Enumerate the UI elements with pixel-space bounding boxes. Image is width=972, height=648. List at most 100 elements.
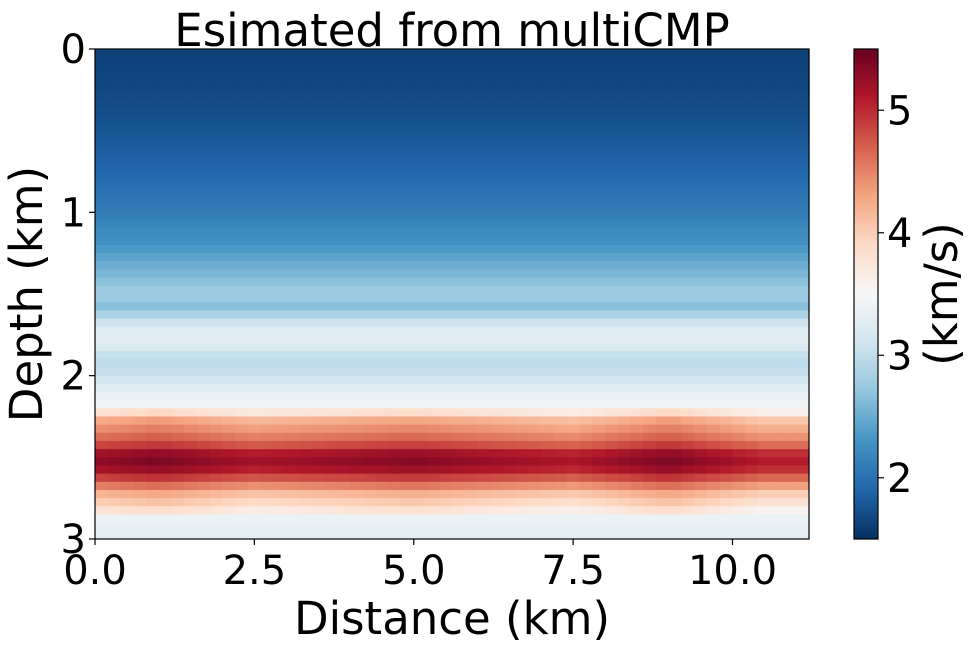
heatmap-cell (656, 432, 670, 442)
heatmap-cell (745, 383, 759, 393)
heatmap-cell (477, 187, 491, 197)
heatmap-cell (324, 294, 338, 303)
heatmap-cell (107, 318, 122, 328)
heatmap-cell (413, 98, 428, 107)
heatmap-cell (439, 351, 453, 360)
heatmap-cell (630, 73, 644, 83)
heatmap-cell (528, 204, 542, 213)
heatmap-cell (668, 261, 683, 271)
heatmap-cell (452, 383, 466, 393)
heatmap-cell (375, 498, 389, 507)
heatmap-cell (273, 326, 287, 336)
heatmap-cell (248, 245, 262, 254)
heatmap-cell (95, 147, 109, 156)
heatmap-cell (158, 220, 173, 230)
heatmap-cell (158, 122, 173, 132)
heatmap-cell (311, 522, 326, 532)
heatmap-cell (566, 326, 581, 336)
heatmap-cell (197, 155, 211, 164)
heatmap-cell (107, 236, 122, 246)
heatmap-cell (375, 506, 389, 516)
heatmap-cell (477, 179, 491, 189)
heatmap-cell (554, 89, 568, 99)
heatmap-cell (490, 98, 504, 107)
heatmap-cell (439, 302, 453, 311)
heatmap-cell (541, 408, 555, 418)
heatmap-cell (707, 171, 721, 181)
heatmap-cell (579, 73, 593, 83)
heatmap-cell (630, 49, 644, 58)
heatmap-cell (439, 57, 453, 66)
heatmap-cell (605, 204, 619, 213)
heatmap-cell (758, 432, 772, 442)
heatmap-cell (783, 457, 797, 467)
heatmap-cell (388, 359, 402, 369)
heatmap-cell (286, 187, 300, 197)
heatmap-cell (719, 163, 734, 173)
heatmap-cell (719, 498, 734, 507)
heatmap-cell (707, 65, 721, 75)
heatmap-cell (566, 163, 581, 173)
heatmap-cell (120, 302, 134, 311)
heatmap-cell (796, 179, 810, 189)
heatmap-cell (426, 326, 440, 336)
heatmap-cell (439, 228, 453, 238)
heatmap-cell (656, 253, 670, 262)
heatmap-cell (158, 147, 173, 156)
heatmap-cell (184, 236, 198, 246)
heatmap-cell (732, 212, 746, 222)
heatmap-cell (528, 326, 542, 336)
heatmap-cell (668, 49, 683, 58)
heatmap-cell (388, 277, 402, 287)
heatmap-cell (299, 416, 313, 426)
heatmap-cell (643, 367, 657, 377)
heatmap-cell (197, 506, 211, 516)
heatmap-cell (528, 318, 542, 328)
heatmap-cell (426, 449, 440, 458)
heatmap-cell (171, 506, 185, 516)
heatmap-cell (732, 147, 746, 156)
heatmap-cell (783, 285, 797, 295)
heatmap-cell (439, 424, 453, 434)
heatmap-cell (273, 73, 287, 83)
heatmap-cell (503, 441, 517, 450)
heatmap-cell (184, 481, 198, 491)
heatmap-cell (796, 49, 810, 58)
heatmap-cell (477, 343, 491, 352)
heatmap-cell (375, 408, 389, 418)
heatmap-cell (656, 514, 670, 524)
heatmap-cell (643, 253, 657, 262)
heatmap-cell (171, 236, 185, 246)
heatmap-cell (719, 310, 734, 320)
heatmap-cell (681, 49, 695, 58)
heatmap-cell (490, 408, 504, 418)
heatmap-cell (388, 490, 402, 499)
heatmap-cell (375, 49, 389, 58)
heatmap-cell (273, 490, 287, 499)
heatmap-cell (388, 294, 402, 303)
heatmap-cell (286, 506, 300, 516)
heatmap-cell (464, 310, 479, 320)
heatmap-cell (350, 310, 364, 320)
heatmap-cell (452, 114, 466, 124)
heatmap-cell (401, 155, 415, 164)
heatmap-cell (107, 277, 122, 287)
heatmap-cell (566, 171, 581, 181)
heatmap-cell (681, 277, 695, 287)
heatmap-cell (770, 424, 785, 434)
heatmap-cell (503, 269, 517, 279)
heatmap-cell (643, 408, 657, 418)
heatmap-cell (95, 220, 109, 230)
heatmap-cell (107, 326, 122, 336)
heatmap-cell (439, 138, 453, 148)
heatmap-cell (120, 326, 134, 336)
heatmap-cell (426, 408, 440, 418)
heatmap-cell (413, 106, 428, 115)
heatmap-cell (337, 204, 351, 213)
heatmap-cell (503, 481, 517, 491)
heatmap-cell (299, 408, 313, 418)
heatmap-cell (719, 98, 734, 107)
heatmap-cell (770, 89, 785, 99)
heatmap-cell (758, 351, 772, 360)
heatmap-cell (579, 326, 593, 336)
